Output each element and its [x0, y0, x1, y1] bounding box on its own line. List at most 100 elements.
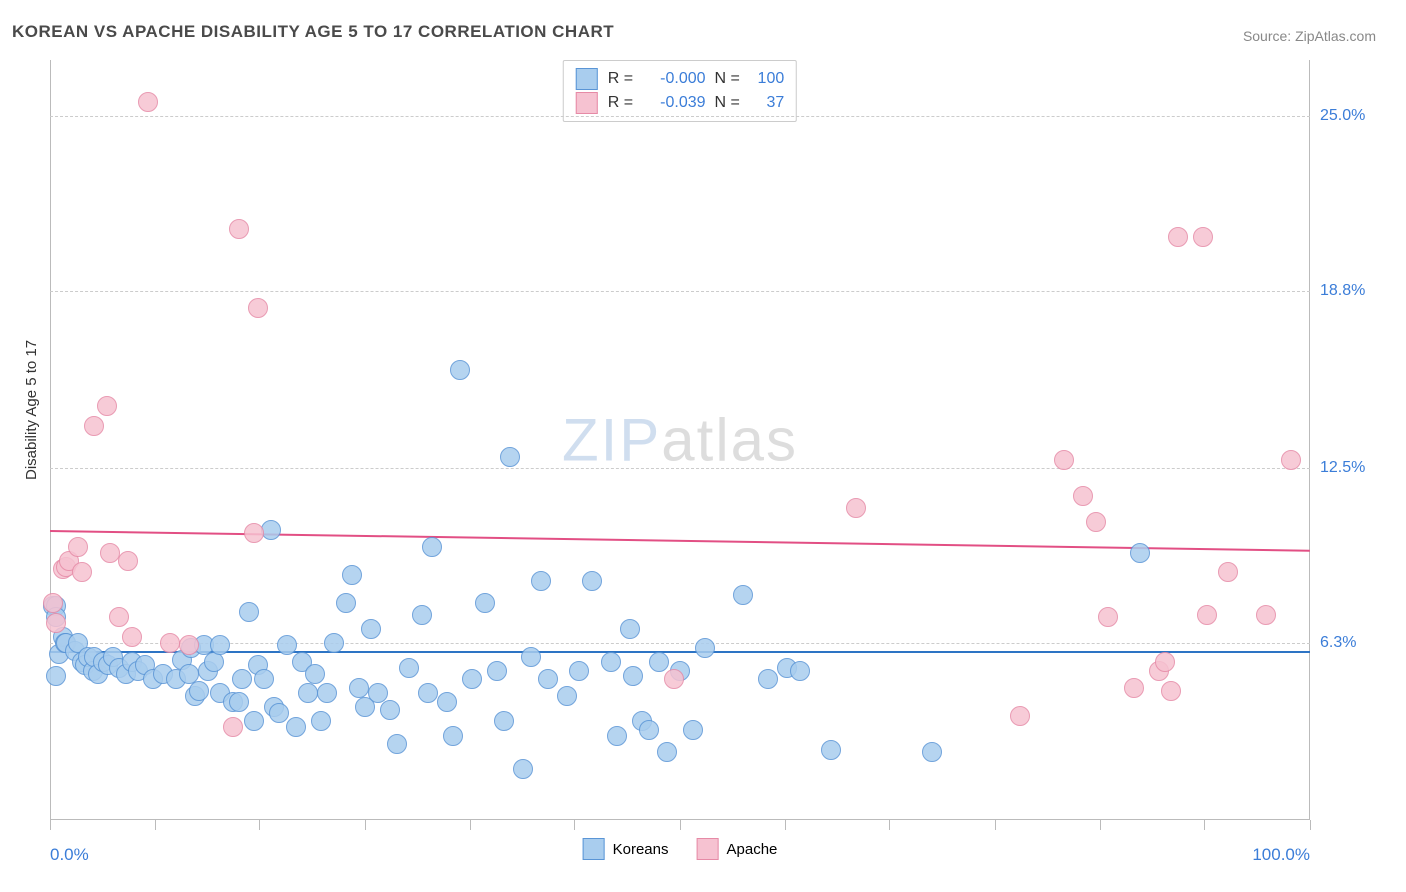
data-point	[450, 360, 470, 380]
data-point	[683, 720, 703, 740]
data-point	[286, 717, 306, 737]
data-point	[277, 635, 297, 655]
data-point	[639, 720, 659, 740]
data-point	[418, 683, 438, 703]
y-axis-label: Disability Age 5 to 17	[23, 340, 40, 480]
data-point	[1161, 681, 1181, 701]
data-point	[138, 92, 158, 112]
data-point	[1054, 450, 1074, 470]
data-point	[97, 396, 117, 416]
legend-item-apache: Apache	[697, 838, 778, 860]
data-point	[790, 661, 810, 681]
data-point	[1256, 605, 1276, 625]
data-point	[254, 669, 274, 689]
data-point	[664, 669, 684, 689]
data-point	[342, 565, 362, 585]
data-point	[46, 666, 66, 686]
legend-item-koreans: Koreans	[583, 838, 669, 860]
data-point	[305, 664, 325, 684]
data-point	[189, 681, 209, 701]
data-point	[244, 711, 264, 731]
x-tick	[785, 820, 786, 830]
gridline	[50, 468, 1310, 469]
data-point	[620, 619, 640, 639]
data-point	[821, 740, 841, 760]
data-point	[223, 717, 243, 737]
data-point	[695, 638, 715, 658]
data-point	[1197, 605, 1217, 625]
data-point	[1130, 543, 1150, 563]
correlation-legend-row: R = -0.000 N = 100	[576, 67, 784, 91]
data-point	[399, 658, 419, 678]
data-point	[1218, 562, 1238, 582]
data-point	[846, 498, 866, 518]
data-point	[758, 669, 778, 689]
regression-line	[50, 651, 1310, 653]
data-point	[733, 585, 753, 605]
legend-label-koreans: Koreans	[613, 841, 669, 858]
data-point	[43, 593, 63, 613]
data-point	[160, 633, 180, 653]
chart-title: KOREAN VS APACHE DISABILITY AGE 5 TO 17 …	[12, 22, 614, 42]
x-tick	[50, 820, 51, 830]
y-tick-label: 6.3%	[1320, 634, 1400, 652]
x-tick	[1204, 820, 1205, 830]
data-point	[46, 613, 66, 633]
data-point	[229, 692, 249, 712]
watermark-atlas: atlas	[661, 407, 798, 474]
plot-area: ZIPatlas Disability Age 5 to 17 0.0% 100…	[50, 60, 1310, 820]
gridline	[50, 291, 1310, 292]
data-point	[122, 627, 142, 647]
data-point	[1281, 450, 1301, 470]
data-point	[443, 726, 463, 746]
series-legend: Koreans Apache	[583, 838, 778, 860]
data-point	[475, 593, 495, 613]
watermark: ZIPatlas	[562, 406, 798, 475]
data-point	[1086, 512, 1106, 532]
data-point	[1155, 652, 1175, 672]
data-point	[1098, 607, 1118, 627]
gridline	[50, 643, 1310, 644]
data-point	[387, 734, 407, 754]
data-point	[1073, 486, 1093, 506]
x-tick	[889, 820, 890, 830]
data-point	[422, 537, 442, 557]
data-point	[557, 686, 577, 706]
data-point	[601, 652, 621, 672]
data-point	[324, 633, 344, 653]
data-point	[179, 635, 199, 655]
data-point	[623, 666, 643, 686]
data-point	[582, 571, 602, 591]
data-point	[239, 602, 259, 622]
x-min-label: 0.0%	[50, 845, 89, 865]
data-point	[361, 619, 381, 639]
y-tick-label: 18.8%	[1320, 282, 1400, 300]
data-point	[569, 661, 589, 681]
x-tick	[1100, 820, 1101, 830]
correlation-legend-box: R = -0.000 N = 100 R = -0.039 N = 37	[563, 60, 797, 122]
x-max-label: 100.0%	[1252, 845, 1310, 865]
correlation-legend-row: R = -0.039 N = 37	[576, 91, 784, 115]
data-point	[311, 711, 331, 731]
data-point	[298, 683, 318, 703]
data-point	[538, 669, 558, 689]
data-point	[649, 652, 669, 672]
data-point	[922, 742, 942, 762]
data-point	[368, 683, 388, 703]
y-axis-right-line	[1309, 60, 1310, 820]
data-point	[229, 219, 249, 239]
data-point	[248, 298, 268, 318]
y-tick-label: 12.5%	[1320, 459, 1400, 477]
regression-line	[50, 530, 1310, 552]
data-point	[657, 742, 677, 762]
data-point	[437, 692, 457, 712]
data-point	[72, 562, 92, 582]
data-point	[1168, 227, 1188, 247]
data-point	[521, 647, 541, 667]
legend-swatch-apache	[697, 838, 719, 860]
x-tick	[1310, 820, 1311, 830]
x-tick	[574, 820, 575, 830]
data-point	[118, 551, 138, 571]
watermark-zip: ZIP	[562, 407, 661, 474]
data-point	[336, 593, 356, 613]
